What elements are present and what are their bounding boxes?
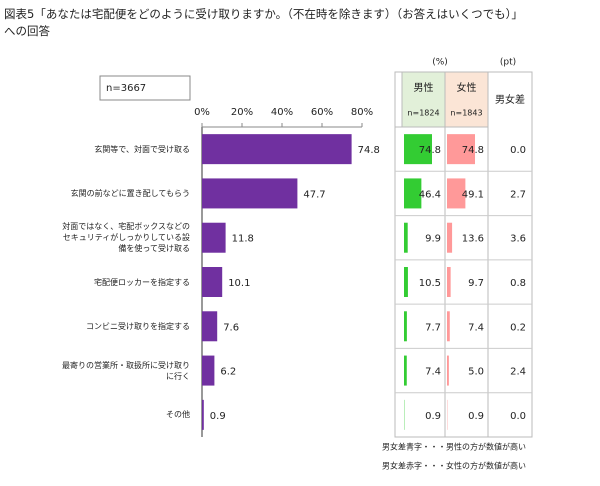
sample-box bbox=[99, 75, 191, 101]
value-label: 47.7 bbox=[303, 189, 325, 200]
column-name: 男性 bbox=[414, 81, 434, 94]
title: 図表5「あなたは宅配便をどのように受け取りますか。（不在時を除きます）（お答えは… bbox=[4, 7, 523, 21]
table-bar bbox=[447, 311, 450, 342]
table-bar bbox=[404, 267, 408, 297]
value-label: 11.8 bbox=[232, 234, 254, 245]
diff-header: 男女差 bbox=[495, 93, 525, 106]
diff-value: 3.6 bbox=[510, 234, 526, 245]
table-value: 13.6 bbox=[462, 234, 484, 245]
table-value: 49.1 bbox=[462, 189, 484, 200]
bar bbox=[202, 222, 226, 253]
title: への回答 bbox=[4, 24, 50, 38]
table-value: 9.9 bbox=[425, 234, 441, 245]
value-label: 10.1 bbox=[228, 278, 250, 289]
table-bar bbox=[404, 222, 408, 253]
diff-value: 2.4 bbox=[510, 367, 526, 378]
note: 男女差青字・・・男性の方が数値が高い bbox=[382, 442, 526, 452]
bar bbox=[202, 267, 223, 297]
table-value: 74.8 bbox=[419, 145, 441, 156]
table-value: 10.5 bbox=[419, 278, 441, 289]
x-tick-label: 80% bbox=[351, 107, 373, 118]
unit-label: (pt) bbox=[500, 58, 516, 68]
category-label: 玄関等で、対面で受け取る bbox=[94, 144, 190, 154]
table-value: 9.7 bbox=[468, 278, 484, 289]
bar bbox=[202, 355, 215, 386]
category-label: その他 bbox=[166, 410, 190, 420]
table-value: 7.7 bbox=[425, 322, 441, 333]
table-value: 7.4 bbox=[468, 322, 484, 333]
x-tick-label: 20% bbox=[231, 107, 253, 118]
table-value: 7.4 bbox=[425, 367, 441, 378]
bar bbox=[202, 311, 218, 342]
diff-value: 0.0 bbox=[510, 145, 526, 156]
sample-label: n=3667 bbox=[106, 83, 146, 94]
x-tick-label: 60% bbox=[311, 107, 333, 118]
bar bbox=[202, 178, 298, 209]
value-label: 7.6 bbox=[223, 322, 239, 333]
table-bar bbox=[447, 222, 453, 253]
table-bar bbox=[447, 267, 451, 297]
table-value: 5.0 bbox=[468, 367, 484, 378]
unit-label: (%) bbox=[432, 58, 448, 68]
category-label: 最寄りの営業所・取扱所に受け取りに行く bbox=[62, 360, 190, 381]
bar bbox=[202, 134, 352, 165]
column-header bbox=[444, 71, 489, 128]
column-name: 女性 bbox=[457, 81, 477, 94]
column-header bbox=[401, 71, 446, 128]
category-label: 宅配便ロッカーを指定する bbox=[94, 277, 190, 287]
category-label: 対面ではなく、宅配ボックスなどのセキュリティがしっかりしている設備を使って受け取… bbox=[62, 222, 190, 254]
value-label: 74.8 bbox=[358, 145, 380, 156]
diff-value: 0.0 bbox=[510, 411, 526, 422]
table-value: 74.8 bbox=[462, 145, 484, 156]
table-bar bbox=[404, 355, 407, 386]
table-bar bbox=[404, 134, 432, 165]
table-bar bbox=[447, 355, 449, 386]
x-tick-label: 0% bbox=[194, 107, 210, 118]
value-label: 0.9 bbox=[210, 411, 226, 422]
column-n: n=1824 bbox=[407, 109, 439, 118]
table-value: 0.9 bbox=[468, 411, 484, 422]
value-label: 6.2 bbox=[220, 367, 236, 378]
x-tick-label: 40% bbox=[271, 107, 293, 118]
table-bar bbox=[447, 178, 466, 209]
diff-value: 0.8 bbox=[510, 278, 526, 289]
diff-value: 2.7 bbox=[510, 189, 526, 200]
diff-value: 0.2 bbox=[510, 322, 526, 333]
bar bbox=[202, 399, 204, 430]
note: 男女差赤字・・・女性の方が数値が高い bbox=[382, 461, 526, 471]
column-n: n=1843 bbox=[450, 109, 482, 118]
category-label: 玄関の前などに置き配してもらう bbox=[70, 188, 190, 198]
category-label: コンビニ受け取りを指定する bbox=[86, 321, 190, 331]
table-value: 0.9 bbox=[425, 411, 441, 422]
table-bar bbox=[404, 311, 407, 342]
table-bar bbox=[447, 134, 475, 165]
table-value: 46.4 bbox=[419, 189, 441, 200]
table-bar bbox=[404, 178, 422, 209]
